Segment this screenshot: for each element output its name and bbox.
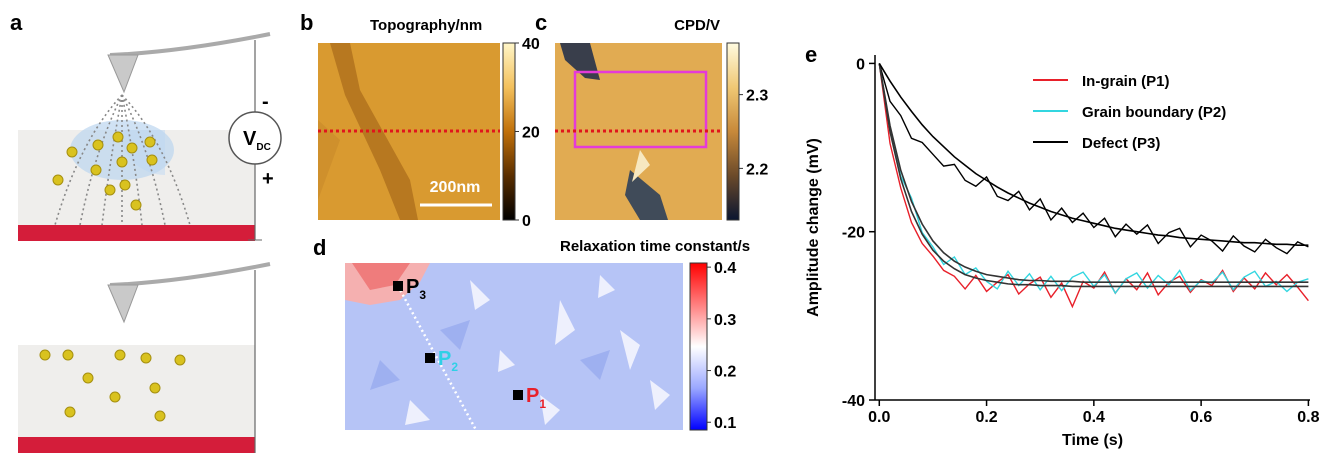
- x-tick-label: 0.0: [868, 409, 890, 426]
- cpd-image: [555, 43, 722, 220]
- colorbar-tick-label: 0.3: [714, 312, 736, 329]
- x-tick-label: 0.6: [1190, 409, 1212, 426]
- x-axis-label: Time (s): [1062, 432, 1123, 449]
- x-tick-label: 0.2: [975, 409, 997, 426]
- scale-bar-label: 200nm: [430, 179, 481, 196]
- point-letter: P: [526, 385, 539, 407]
- tip: [108, 55, 138, 92]
- chart-title: Topography/nm: [370, 17, 482, 34]
- chart-title: CPD/V: [674, 17, 720, 34]
- colorbar-tick-label: 0.2: [714, 364, 736, 381]
- tip: [108, 285, 138, 322]
- sample: [18, 345, 255, 440]
- schematic: a VDC - +: [10, 10, 281, 453]
- panel-label: d: [313, 235, 326, 260]
- cantilever: [110, 34, 270, 55]
- y-tick-label: -40: [842, 393, 865, 410]
- point-marker: [393, 281, 403, 291]
- panel-label: e: [805, 42, 817, 67]
- y-axis-label: Amplitude change (mV): [805, 138, 822, 317]
- colorbar: [690, 263, 707, 430]
- point-marker: [425, 353, 435, 363]
- page: a VDC - +: [0, 0, 1325, 453]
- colorbar-tick-label: 2.2: [746, 161, 768, 178]
- colorbar-tick-label: 20: [522, 125, 540, 142]
- point-marker: [513, 390, 523, 400]
- panel-label: b: [300, 10, 313, 35]
- colorbar-tick-label: 40: [522, 36, 540, 53]
- y-tick-label: -20: [842, 225, 865, 242]
- point-subscript: 2: [451, 360, 458, 374]
- chart-title: Relaxation time constant/s: [560, 238, 750, 255]
- colorbar-tick-label: 0: [522, 213, 531, 230]
- panel-label: c: [535, 10, 547, 35]
- cantilever: [110, 264, 270, 285]
- voltage-subscript: DC: [256, 142, 270, 153]
- colorbar-tick-label: 0.1: [714, 415, 736, 432]
- electrode: [18, 225, 255, 241]
- legend-label: Defect (P3): [1082, 135, 1160, 152]
- electrode: [18, 437, 255, 453]
- data-line: [879, 63, 1308, 293]
- point-subscript: 1: [539, 397, 546, 411]
- data-line: [879, 63, 1308, 306]
- colorbar-tick-label: 0.4: [714, 260, 736, 277]
- point-letter: P: [438, 348, 451, 370]
- figure: a VDC - +: [0, 0, 1325, 453]
- fit-line: [879, 63, 1308, 245]
- fit-line: [879, 63, 1308, 282]
- point-subscript: 3: [419, 288, 426, 302]
- legend-label: In-grain (P1): [1082, 73, 1170, 90]
- colorbar: [727, 43, 739, 220]
- plus-sign: +: [262, 168, 274, 190]
- legend-label: Grain boundary (P2): [1082, 104, 1226, 121]
- y-tick-label: 0: [856, 56, 865, 73]
- colorbar: [503, 43, 515, 220]
- minus-sign: -: [262, 91, 269, 113]
- data-line: [879, 63, 1308, 253]
- panel-label: a: [10, 10, 23, 35]
- voltage-symbol: V: [243, 128, 257, 150]
- point-letter: P: [406, 276, 419, 298]
- colorbar-tick-label: 2.3: [746, 88, 768, 105]
- x-tick-label: 0.4: [1083, 409, 1105, 426]
- x-tick-label: 0.8: [1297, 409, 1319, 426]
